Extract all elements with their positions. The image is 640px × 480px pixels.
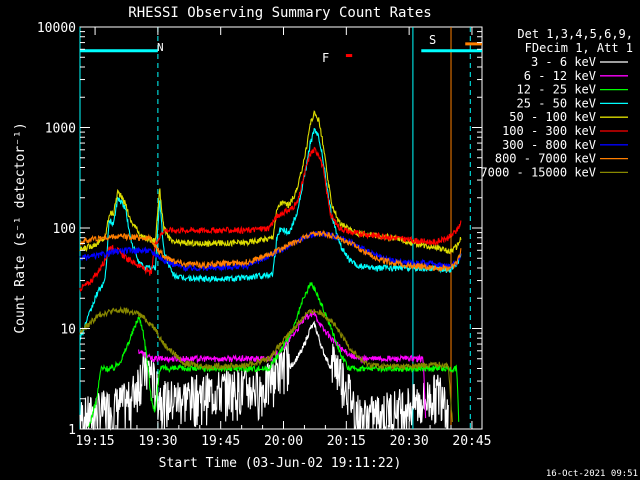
legend-label: 800 - 7000 keV: [495, 152, 596, 166]
x-tick-label: 19:45: [201, 434, 240, 449]
x-tick-label: 20:30: [390, 434, 429, 449]
y-tick-label: 10: [60, 323, 76, 338]
legend-label: 50 - 100 keV: [509, 110, 596, 124]
series-line: [79, 320, 449, 431]
series-line: [88, 281, 460, 428]
series-line: [79, 128, 462, 341]
series-lines: [79, 110, 462, 431]
series-line: [79, 110, 462, 255]
x-axis-label: Start Time (03-Jun-02 19:11:22): [159, 456, 402, 471]
x-tick-label: 19:30: [138, 434, 177, 449]
y-tick-label: 1: [68, 423, 76, 438]
legend-label: 7000 - 15000 keV: [480, 165, 596, 179]
flag-bars: [80, 42, 482, 58]
y-tick-label: 100: [53, 222, 76, 237]
annotation-n: N: [157, 41, 164, 54]
series-line: [79, 229, 462, 273]
legend-header-line1: Det 1,3,4,5,6,9,: [517, 27, 633, 41]
x-tick-label: 20:15: [327, 434, 366, 449]
legend-label: 6 - 12 keV: [524, 69, 596, 83]
legend-label: 25 - 50 keV: [517, 96, 596, 110]
x-tick-label: 19:15: [76, 434, 115, 449]
y-tick-label: 1000: [45, 122, 76, 137]
y-axis-ticks: 1 10 100 1000 10000: [37, 21, 482, 438]
series-line: [79, 305, 453, 423]
legend-label: 300 - 800 keV: [502, 138, 596, 152]
x-axis-ticks: 19:15 19:30 19:45 20:00 20:15 20:30 20:45: [76, 27, 492, 449]
x-tick-label: 20:45: [452, 434, 491, 449]
marker-lines: [79, 27, 471, 429]
legend-label: 100 - 300 keV: [502, 124, 596, 138]
x-tick-label: 20:00: [264, 434, 303, 449]
y-axis-label: Count Rate (s⁻¹ detector⁻¹): [13, 122, 28, 333]
annotation-s: S: [429, 33, 436, 47]
footer-date: 16-Oct-2021 09:51: [546, 469, 638, 479]
y-tick-label: 10000: [37, 21, 76, 36]
legend-header-line2: FDecim 1, Att 1: [525, 41, 633, 55]
legend-label: 3 - 6 keV: [531, 55, 596, 69]
chart-title: RHESSI Observing Summary Count Rates: [128, 5, 431, 21]
legend-label: 12 - 25 keV: [517, 83, 596, 97]
annotation-f: F: [322, 51, 329, 65]
series-line: [79, 146, 462, 293]
